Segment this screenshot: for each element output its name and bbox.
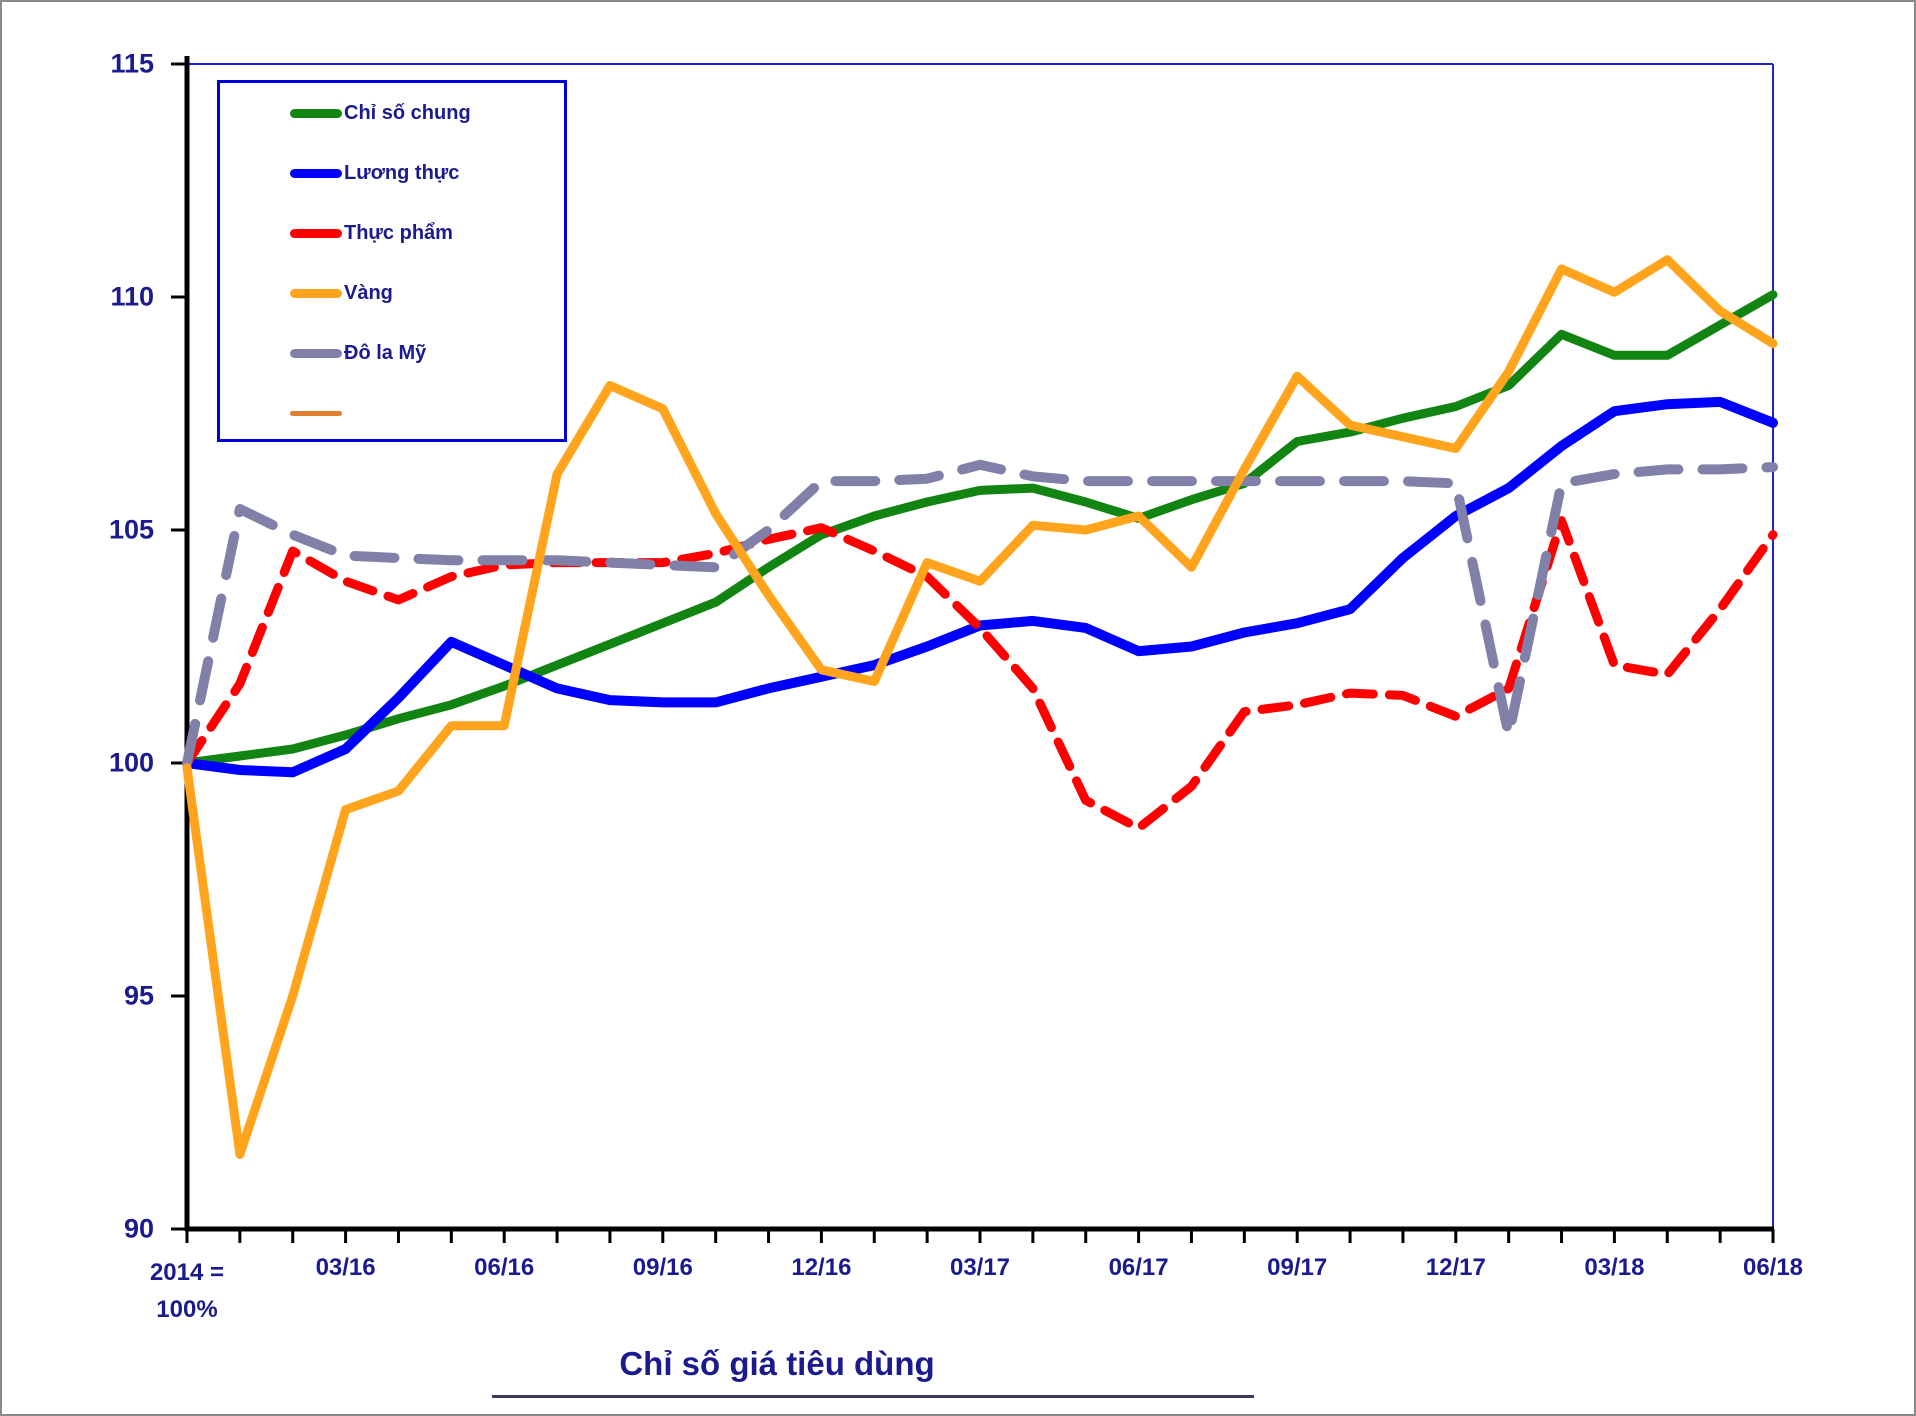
y-axis-label-100: 100 <box>108 747 154 778</box>
legend-swatch-extra <box>290 410 342 416</box>
x-axis-label-09-16: 09/16 <box>632 1254 693 1281</box>
x-axis-origin-label: 2014 = 100% <box>150 1254 224 1328</box>
x-axis-label-03-18: 03/18 <box>1584 1254 1645 1281</box>
legend-label-1: Lương thực <box>344 161 460 184</box>
legend-item-2: Thực phẩm <box>290 221 453 244</box>
legend-item-4: Đô la Mỹ <box>290 341 427 364</box>
x-axis-label-03-17: 03/17 <box>949 1254 1011 1281</box>
legend-label-2: Thực phẩm <box>344 221 453 244</box>
legend-label-3: Vàng <box>344 281 393 304</box>
x-axis-label-12-16: 12/16 <box>791 1254 852 1281</box>
y-axis-label-115: 115 <box>110 48 154 79</box>
legend-item-0: Chỉ số chung <box>290 101 471 124</box>
legend-swatch-0 <box>290 108 342 118</box>
x-axis-label-09-17: 09/17 <box>1267 1254 1328 1281</box>
x-axis-label-06-18: 06/18 <box>1742 1254 1804 1281</box>
legend-item-empty <box>290 403 342 423</box>
legend-swatch-4 <box>290 348 342 358</box>
y-axis-label-90: 90 <box>123 1213 154 1244</box>
origin-label-line1: 2014 = <box>149 1259 225 1286</box>
x-axis-label-12-17: 12/17 <box>1425 1254 1486 1281</box>
y-axis-label-110: 110 <box>110 281 154 312</box>
legend-label-4: Đô la Mỹ <box>344 341 427 364</box>
y-axis-label-105: 105 <box>108 514 154 545</box>
y-axis-label-95: 95 <box>123 980 154 1011</box>
legend-item-3: Vàng <box>290 281 393 304</box>
bottom-frame-line <box>492 1395 1254 1398</box>
x-axis-label-06-16: 06/16 <box>474 1254 535 1281</box>
legend-box: Chỉ số chung Lương thực Thực phẩm Vàng Đô la… <box>217 80 567 442</box>
x-axis-label-03-16: 03/16 <box>315 1254 376 1281</box>
legend-item-1: Lương thực <box>290 161 460 184</box>
legend-swatch-2 <box>290 228 342 238</box>
origin-label-line2: 100% <box>156 1296 218 1324</box>
chart-title: Chỉ số giá tiêu dùng <box>619 1345 935 1382</box>
legend-label-0: Chỉ số chung <box>344 101 471 124</box>
series-line-0 <box>182 290 1778 768</box>
legend-swatch-1 <box>290 168 342 178</box>
legend-swatch-3 <box>290 288 342 298</box>
series-line-4 <box>182 255 1778 1159</box>
series-line-2 <box>182 516 1778 833</box>
series-line-3 <box>182 459 1778 768</box>
x-axis-label-06-17: 06/17 <box>1108 1254 1169 1281</box>
